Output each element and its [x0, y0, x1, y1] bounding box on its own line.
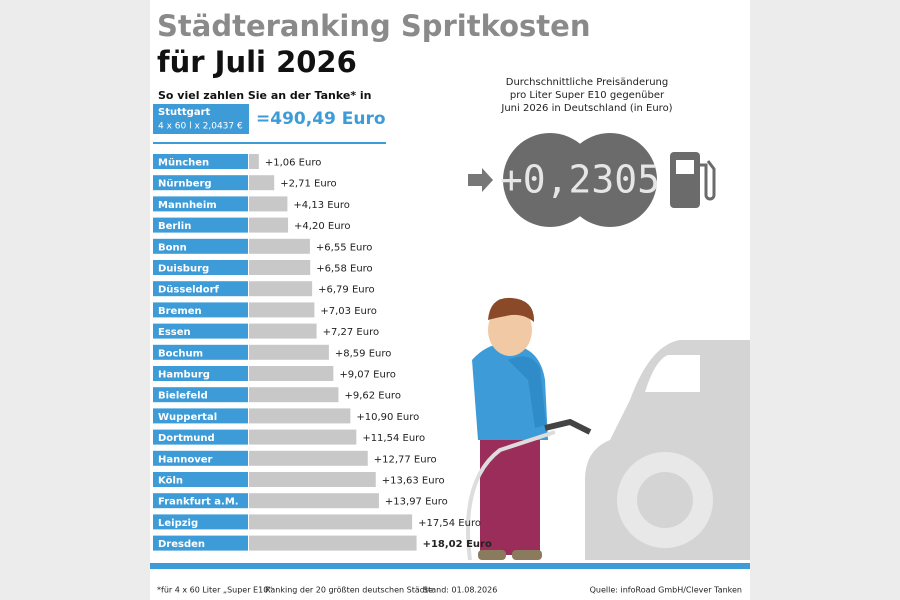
category-label: Köln — [158, 476, 183, 487]
category-label: Wuppertal — [158, 412, 217, 423]
footer-source: Quelle: infoRoad GmbH/Clever Tanken — [590, 586, 742, 595]
category-box — [153, 344, 248, 360]
category-box — [153, 450, 248, 466]
value-label: +1,06 Euro — [265, 158, 322, 169]
category-box — [153, 472, 248, 487]
value-label: +6,58 Euro — [316, 264, 373, 275]
bar — [249, 429, 357, 445]
value-label: +12,77 Euro — [374, 454, 437, 465]
category-label: Bielefeld — [158, 391, 208, 402]
category-label: Duisburg — [158, 264, 209, 275]
change-text: pro Liter Super E10 gegenüber — [510, 90, 665, 101]
category-label: Bremen — [158, 306, 202, 317]
category-label: Berlin — [158, 221, 191, 232]
bar — [249, 217, 289, 233]
category-box — [153, 175, 248, 191]
arrow — [468, 168, 493, 192]
reference-box — [153, 104, 249, 134]
fuel-pump-icon — [670, 152, 716, 208]
bottom-stripe — [150, 563, 750, 569]
bar — [249, 260, 311, 275]
category-label: Hannover — [158, 454, 213, 465]
category-box — [153, 217, 248, 233]
category-box — [153, 493, 248, 509]
bar — [249, 472, 376, 487]
bar — [249, 281, 313, 297]
value-label: +9,07 Euro — [339, 370, 396, 381]
category-box — [153, 154, 248, 169]
category-label: Düsseldorf — [158, 285, 219, 296]
category-box — [153, 323, 248, 339]
category-box — [153, 429, 248, 445]
category-box — [153, 238, 248, 254]
category-label: Leipzig — [158, 518, 198, 529]
value-label: +18,02 Euro — [423, 539, 492, 550]
title: Städteranking Spritkosten — [157, 9, 590, 43]
bar — [249, 493, 379, 509]
value-label: +4,20 Euro — [294, 221, 351, 232]
bar — [249, 196, 288, 212]
bar — [249, 175, 275, 191]
value-label: +7,27 Euro — [323, 327, 380, 338]
footer-scope: Ranking der 20 größten deutschen Städte — [265, 586, 433, 595]
category-label: München — [158, 158, 209, 169]
lead: So viel zahlen Sie an der Tanke* in — [158, 89, 372, 102]
value-label: +13,97 Euro — [385, 497, 448, 508]
footer-note: *für 4 x 60 Liter „Super E10“ — [157, 586, 272, 595]
category-label: Dresden — [158, 539, 205, 550]
display-circle — [563, 133, 657, 227]
value-label: +11,54 Euro — [362, 433, 425, 444]
category-box — [153, 535, 248, 551]
category-box — [153, 408, 248, 424]
category-box — [153, 260, 248, 275]
reference-formula: 4 x 60 l x 2,0437 € — [158, 122, 243, 132]
bar — [249, 450, 368, 466]
category-label: Dortmund — [158, 433, 215, 444]
value-label: +13,63 Euro — [382, 476, 445, 487]
value-label: +10,90 Euro — [356, 412, 419, 423]
bar — [249, 238, 310, 254]
value-label: +4,13 Euro — [293, 200, 350, 211]
category-box — [153, 514, 248, 530]
value-label: +6,79 Euro — [318, 285, 375, 296]
bar — [249, 154, 259, 169]
category-label: Hamburg — [158, 370, 210, 381]
category-label: Frankfurt a.M. — [158, 497, 239, 508]
change-text: Juni 2026 in Deutschland (in Euro) — [500, 103, 672, 114]
category-label: Bonn — [158, 242, 187, 253]
value-label: +17,54 Euro — [418, 518, 481, 529]
category-box — [153, 366, 248, 381]
value-label: +2,71 Euro — [280, 179, 337, 190]
reference-total: =490,49 Euro — [256, 109, 386, 129]
value-label: +9,62 Euro — [344, 391, 401, 402]
category-box — [153, 387, 248, 403]
category-label: Essen — [158, 327, 191, 338]
change-text: Durchschnittliche Preisänderung — [506, 77, 668, 88]
category-box — [153, 281, 248, 297]
bar — [249, 323, 317, 339]
value-label: +6,55 Euro — [316, 242, 373, 253]
category-box — [153, 302, 248, 318]
person-illustration — [466, 297, 592, 561]
bar — [249, 514, 413, 530]
category-box — [153, 196, 248, 212]
reference-city: Stuttgart — [158, 107, 211, 118]
change-value: +0,2305 — [500, 158, 660, 202]
footer-date: Stand: 01.08.2026 — [423, 586, 497, 595]
category-label: Mannheim — [158, 200, 217, 211]
category-label: Nürnberg — [158, 179, 212, 190]
bar — [249, 302, 315, 318]
bar — [249, 408, 351, 424]
bar — [249, 344, 329, 360]
value-label: +8,59 Euro — [335, 348, 392, 359]
value-label: +7,03 Euro — [320, 306, 377, 317]
bar — [249, 535, 417, 551]
bar — [249, 387, 339, 403]
car-illustration — [585, 340, 750, 560]
category-label: Bochum — [158, 348, 203, 359]
subtitle: für Juli 2026 — [157, 45, 357, 79]
bar — [249, 366, 334, 381]
